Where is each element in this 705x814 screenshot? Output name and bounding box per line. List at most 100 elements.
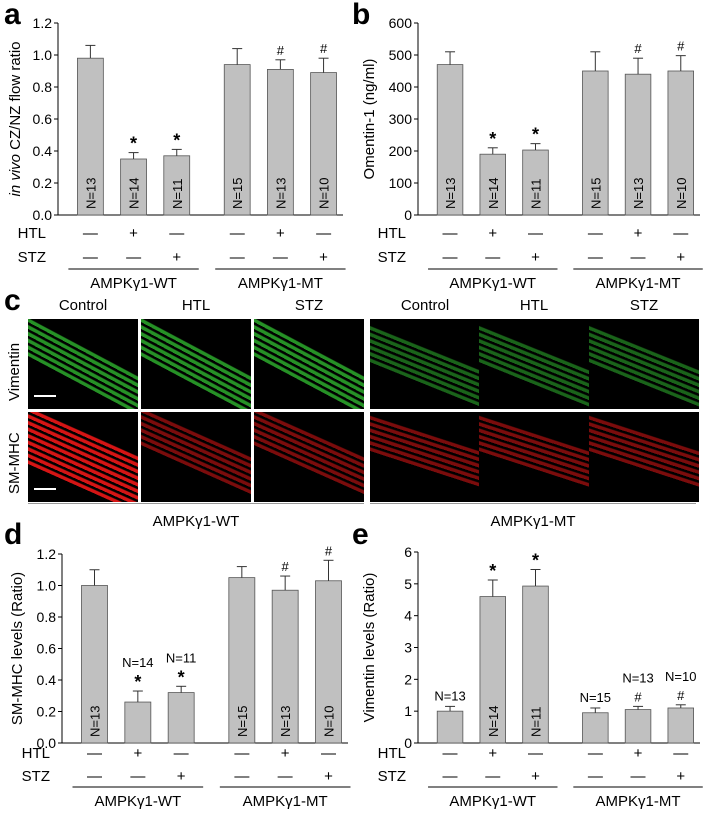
significance-e-2: * xyxy=(532,551,539,571)
stz-mark-e-3: — xyxy=(588,768,603,785)
htl-label-a: HTL xyxy=(18,225,46,242)
htl-mark-a-1: + xyxy=(129,225,138,242)
y-tick-label-e: 0 xyxy=(404,735,412,751)
stz-mark-b-2: + xyxy=(531,249,540,266)
y-tick-label-e: 3 xyxy=(404,640,412,656)
group-label-mt-b: AMPKγ1-MT xyxy=(596,275,681,292)
bar-b-0 xyxy=(436,64,464,216)
micrograph-0-3 xyxy=(370,319,480,409)
stz-mark-d-2: + xyxy=(177,768,186,785)
y-tick-label-e: 5 xyxy=(404,576,412,592)
significance-d-5: # xyxy=(325,543,333,558)
panel-label-c: c xyxy=(4,284,21,317)
group-label-wt-a: AMPKγ1-WT xyxy=(90,275,177,292)
y-tick-label-d: 0.4 xyxy=(37,672,57,688)
stz-mark-b-0: — xyxy=(443,249,458,266)
y-tick-label-d: 0.2 xyxy=(37,704,57,720)
y-axis-label-italic: in vivo xyxy=(7,150,24,197)
stz-mark-a-5: + xyxy=(319,249,328,266)
htl-mark-a-5: — xyxy=(316,225,331,242)
y-axis-label-rest: CZ/NZ flow ratio xyxy=(7,41,24,149)
htl-mark-d-0: — xyxy=(87,745,102,762)
stz-mark-b-1: — xyxy=(485,249,500,266)
n-label-d-1: N=14 xyxy=(122,655,153,670)
stz-mark-b-3: — xyxy=(588,249,603,266)
y-tick-label-d: 1.0 xyxy=(37,578,57,594)
bar-a-0 xyxy=(77,57,104,216)
n-label-b-0: N=13 xyxy=(443,178,458,209)
tissue-band xyxy=(479,319,589,409)
group-label-mt-d: AMPKγ1-MT xyxy=(243,793,328,810)
y-tick-label-d: 0.8 xyxy=(37,609,57,625)
micrograph-1-2 xyxy=(254,412,364,502)
n-label-b-2: N=11 xyxy=(529,179,544,209)
bar-a-5 xyxy=(310,72,337,216)
htl-mark-e-1: + xyxy=(488,745,497,762)
y-tick-label-e: 6 xyxy=(404,544,412,560)
stz-label-b: STZ xyxy=(378,249,406,266)
y-tick-label-a: 0.0 xyxy=(33,207,53,223)
stz-mark-e-1: — xyxy=(485,768,500,785)
htl-label-e: HTL xyxy=(378,745,406,762)
stz-label-d: STZ xyxy=(22,768,50,785)
y-axis-label-b: Omentin-1 (ng/ml) xyxy=(361,59,378,180)
y-tick-label-b: 600 xyxy=(389,15,413,31)
tissue-band xyxy=(370,319,480,409)
stz-mark-e-0: — xyxy=(443,768,458,785)
significance-a-2: * xyxy=(173,130,180,150)
significance-b-4: # xyxy=(634,41,642,56)
htl-mark-a-0: — xyxy=(83,225,98,242)
htl-mark-e-2: — xyxy=(528,745,543,762)
stz-mark-d-1: — xyxy=(130,768,145,785)
htl-mark-d-5: — xyxy=(321,745,336,762)
bar-b-5 xyxy=(667,70,694,216)
htl-mark-e-5: — xyxy=(673,745,688,762)
stz-mark-d-3: — xyxy=(234,768,249,785)
htl-mark-d-2: — xyxy=(174,745,189,762)
micro-group-wt: AMPKγ1-WT xyxy=(152,513,240,530)
micro-col-label-4: HTL xyxy=(519,297,549,314)
micro-row-label-1: SM-MHC xyxy=(6,432,23,494)
y-tick-label-e: 4 xyxy=(404,608,412,624)
stz-mark-a-3: — xyxy=(230,249,245,266)
micro-group-mt: AMPKγ1-MT xyxy=(490,513,576,530)
n-label-e-1: N=14 xyxy=(486,706,501,737)
y-tick-label-a: 0.2 xyxy=(33,175,53,191)
htl-label-b: HTL xyxy=(378,225,406,242)
bar-e-5 xyxy=(667,707,694,744)
stz-mark-d-5: + xyxy=(324,768,333,785)
scale-bar xyxy=(34,488,56,490)
micro-row-label-0: Vimentin xyxy=(6,342,23,401)
y-tick-label-d: 0.6 xyxy=(37,641,57,657)
bar-d-3 xyxy=(228,577,256,744)
y-tick-label-a: 0.6 xyxy=(33,111,53,127)
panel-label-e: e xyxy=(352,518,369,551)
y-tick-label-e: 2 xyxy=(404,671,412,687)
n-label-b-4: N=13 xyxy=(631,178,646,209)
y-tick-label-a: 0.4 xyxy=(33,143,53,159)
y-tick-label-e: 1 xyxy=(404,703,412,719)
micro-col-label-5: STZ xyxy=(629,297,659,314)
stz-mark-a-1: — xyxy=(126,249,141,266)
n-label-a-3: N=15 xyxy=(230,178,245,209)
y-tick-label-a: 1.0 xyxy=(33,47,53,63)
bar-d-5 xyxy=(315,580,342,744)
htl-mark-d-4: + xyxy=(281,745,290,762)
stz-mark-d-4: — xyxy=(278,768,293,785)
significance-e-1: * xyxy=(489,561,496,581)
panel-label-d: d xyxy=(4,518,23,551)
y-tick-label-b: 300 xyxy=(389,111,413,127)
stz-mark-d-0: — xyxy=(87,768,102,785)
significance-a-5: # xyxy=(320,41,328,56)
tissue-band xyxy=(254,412,364,502)
htl-mark-b-5: — xyxy=(673,225,688,242)
n-label-d-2: N=11 xyxy=(166,650,196,665)
y-tick-label-b: 100 xyxy=(389,175,413,191)
micrograph-0-0 xyxy=(28,319,138,409)
stz-mark-e-5: + xyxy=(676,768,685,785)
htl-mark-e-3: — xyxy=(588,745,603,762)
bar-b-4 xyxy=(624,73,652,216)
stz-mark-e-2: + xyxy=(531,768,540,785)
bar-d-2 xyxy=(167,692,195,744)
micrograph-1-4 xyxy=(479,412,589,502)
